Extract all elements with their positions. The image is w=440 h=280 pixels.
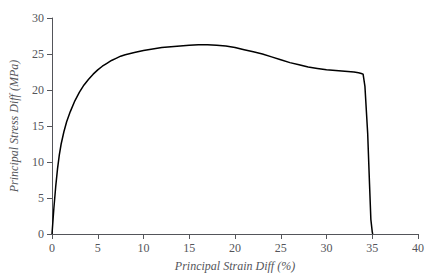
svg-text:15: 15	[183, 241, 195, 255]
svg-text:5: 5	[95, 241, 101, 255]
svg-text:35: 35	[366, 241, 378, 255]
svg-text:20: 20	[229, 241, 241, 255]
svg-text:15: 15	[32, 119, 44, 133]
svg-text:25: 25	[32, 47, 44, 61]
svg-text:Principal Stress Diff (MPa): Principal Stress Diff (MPa)	[7, 60, 21, 194]
svg-text:Principal Strain Diff (%): Principal Strain Diff (%)	[174, 259, 295, 273]
svg-text:0: 0	[38, 227, 44, 241]
svg-text:30: 30	[321, 241, 333, 255]
svg-text:5: 5	[38, 191, 44, 205]
svg-text:20: 20	[32, 83, 44, 97]
svg-text:40: 40	[412, 241, 424, 255]
svg-text:25: 25	[275, 241, 287, 255]
svg-text:30: 30	[32, 11, 44, 25]
svg-text:0: 0	[49, 241, 55, 255]
svg-text:10: 10	[32, 155, 44, 169]
svg-text:10: 10	[138, 241, 150, 255]
